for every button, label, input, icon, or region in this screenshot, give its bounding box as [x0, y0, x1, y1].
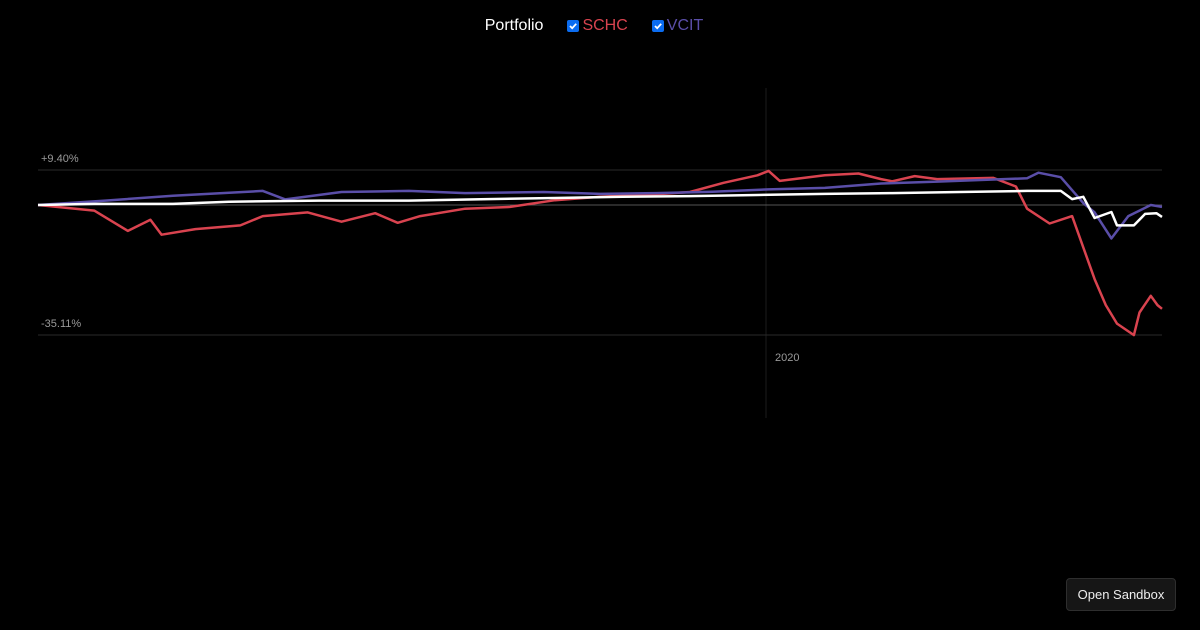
- x-axis-tick-2020: 2020: [775, 352, 800, 364]
- legend-portfolio-label: Portfolio: [484, 17, 544, 34]
- series-line-schc: [37, 169, 1163, 337]
- open-sandbox-button[interactable]: Open Sandbox: [1066, 578, 1176, 611]
- y-axis-max-label: +9.40%: [41, 153, 79, 165]
- legend-toggle-vcit[interactable]: VCIT: [651, 17, 704, 35]
- chart-legend: Portfolio SCHC VCIT: [0, 17, 1200, 35]
- series-line-vcit: [37, 171, 1163, 240]
- legend-toggle-schc[interactable]: SCHC: [567, 17, 628, 35]
- series-line-portfolio: [37, 189, 1163, 227]
- legend-label-vcit: VCIT: [666, 17, 704, 34]
- checkbox-checked-icon[interactable]: [651, 20, 664, 32]
- y-axis-min-label: -35.11%: [41, 318, 82, 330]
- checkbox-checked-icon[interactable]: [567, 20, 580, 32]
- legend-label-schc: SCHC: [582, 17, 628, 34]
